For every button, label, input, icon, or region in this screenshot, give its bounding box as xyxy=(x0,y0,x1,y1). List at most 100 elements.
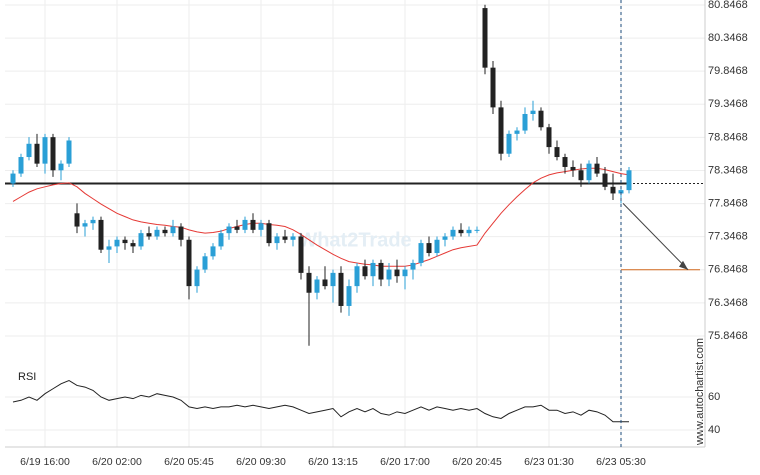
candle-body xyxy=(66,140,72,164)
candle-body xyxy=(162,229,168,234)
rsi-line xyxy=(12,379,629,423)
candle-body xyxy=(218,233,224,247)
candle-body xyxy=(186,239,192,287)
candle-body xyxy=(562,157,568,167)
candle-body xyxy=(82,223,88,227)
candle-body xyxy=(474,229,480,231)
candle-body xyxy=(146,233,152,237)
candle-body xyxy=(514,130,520,134)
candle-body xyxy=(226,226,232,234)
candle-body xyxy=(546,127,552,148)
x-tick-label: 6/20 17:00 xyxy=(380,456,430,468)
candle-body xyxy=(402,269,408,277)
y-tick-label: 40 xyxy=(708,424,720,436)
candle-body xyxy=(426,243,432,254)
candle-body xyxy=(338,272,344,306)
candle-body xyxy=(90,219,96,224)
y-tick-label: 77.3468 xyxy=(708,231,748,243)
candle-body xyxy=(130,243,136,247)
y-tick-label: 78.3468 xyxy=(708,164,748,176)
y-tick-label: 79.3468 xyxy=(708,98,748,110)
candle-body xyxy=(458,229,464,234)
candle-body xyxy=(26,143,32,158)
candle-body xyxy=(578,170,584,181)
x-tick-label: 6/20 13:15 xyxy=(308,456,358,468)
candle-body xyxy=(290,236,296,240)
candle-body xyxy=(434,239,440,254)
candle-body xyxy=(530,110,536,114)
candle-body xyxy=(394,269,400,277)
candle-body xyxy=(194,269,200,287)
x-tick-label: 6/23 05:30 xyxy=(596,456,646,468)
x-tick-label: 6/20 20:45 xyxy=(452,456,502,468)
candle-body xyxy=(466,229,472,234)
candle-body xyxy=(170,226,176,234)
candle-body xyxy=(322,279,328,287)
candle-body xyxy=(314,279,320,293)
y-tick-label: 76.3468 xyxy=(708,297,748,309)
candle-body xyxy=(10,173,16,184)
x-tick-label: 6/19 16:00 xyxy=(20,456,70,468)
candle-body xyxy=(122,239,128,244)
candle-body xyxy=(34,143,40,164)
candle-body xyxy=(370,262,376,277)
x-tick-label: 6/20 02:00 xyxy=(92,456,142,468)
candle-body xyxy=(450,229,456,237)
candle-body xyxy=(266,223,272,244)
candle-body xyxy=(50,137,56,171)
arrowhead xyxy=(679,260,688,270)
y-tick-label: 80.8468 xyxy=(708,0,748,11)
moving-average xyxy=(12,167,630,267)
candle-body xyxy=(42,137,48,164)
candle-body xyxy=(250,219,256,230)
candle-body xyxy=(114,239,120,247)
y-tick-label: 79.8468 xyxy=(708,65,748,77)
y-tick-label: 75.8468 xyxy=(708,330,748,342)
candle-body xyxy=(522,113,528,131)
x-tick-label: 6/20 09:30 xyxy=(236,456,286,468)
y-tick-label: 60 xyxy=(708,391,720,403)
x-tick-label: 6/23 01:30 xyxy=(524,456,574,468)
candle-body xyxy=(626,170,632,191)
candle-body xyxy=(234,226,240,230)
candle-body xyxy=(418,243,424,263)
source: www.autochartist.com xyxy=(694,338,706,446)
candle-body xyxy=(106,246,112,250)
candle-body xyxy=(178,226,184,240)
candle-body xyxy=(306,272,312,293)
candle-body xyxy=(210,246,216,257)
candle-body xyxy=(258,223,264,230)
candle-body xyxy=(354,266,360,287)
candle-body xyxy=(570,166,576,171)
y-tick-label: 80.3468 xyxy=(708,32,748,44)
candle-body xyxy=(538,110,544,128)
candle-body xyxy=(594,163,600,174)
candle-body xyxy=(154,229,160,237)
candle-body xyxy=(482,8,488,68)
candle-body xyxy=(282,236,288,240)
y-tick-label: 77.8468 xyxy=(708,197,748,209)
watermark: What2Trade xyxy=(298,229,411,251)
candle-body xyxy=(58,163,64,171)
x-tick-label: 6/20 05:45 xyxy=(164,456,214,468)
candle-body xyxy=(378,262,384,280)
candle-body xyxy=(506,133,512,154)
candle-body xyxy=(98,219,104,250)
candle-body xyxy=(18,157,24,174)
rsi-title: RSI xyxy=(18,371,36,383)
candle-body xyxy=(298,236,304,273)
candle-body xyxy=(586,163,592,181)
candle-body xyxy=(242,219,248,230)
candle-body xyxy=(362,266,368,277)
candle-body xyxy=(490,67,496,108)
candle-body xyxy=(346,286,352,306)
candle-body xyxy=(202,256,208,270)
forecast-arrow xyxy=(622,203,689,271)
candle-body xyxy=(602,173,608,187)
y-tick-label: 76.8468 xyxy=(708,264,748,276)
candle-body xyxy=(498,107,504,154)
candle-body xyxy=(138,233,144,247)
candle-body xyxy=(618,190,624,194)
